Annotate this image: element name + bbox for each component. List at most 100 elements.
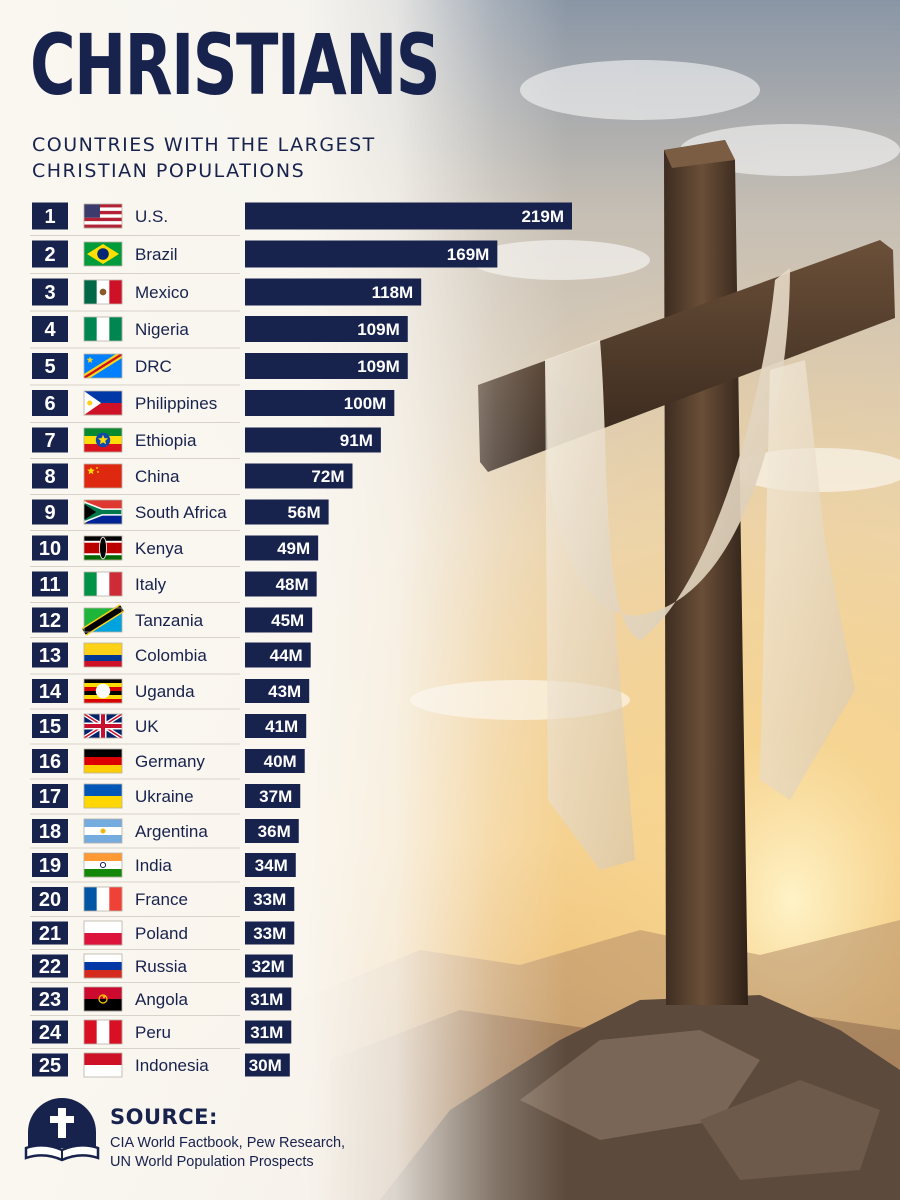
flag-colombia-icon: [83, 642, 123, 668]
bar: [245, 853, 296, 877]
bar: [245, 316, 408, 342]
bar-value-label: 48M: [276, 575, 309, 594]
bar-value-label: 49M: [277, 539, 310, 558]
chart-row: 10 Kenya 49M: [30, 530, 319, 561]
bar: [245, 749, 305, 773]
bar-value-label: 32M: [252, 957, 285, 976]
rank-number: 13: [39, 645, 61, 667]
bar: [245, 1020, 292, 1044]
country-name: India: [135, 856, 172, 875]
country-name: France: [135, 890, 188, 909]
bar-value-label: 91M: [340, 431, 373, 450]
rank-number: 11: [39, 574, 60, 596]
bar-value-label: 169M: [447, 245, 490, 264]
country-name: China: [135, 467, 180, 486]
rank-badge: [32, 607, 68, 633]
bar: [245, 353, 408, 379]
rank-badge: [32, 853, 68, 877]
flag-china-icon: [83, 463, 123, 489]
country-name: Brazil: [135, 245, 178, 264]
rank-badge: [32, 390, 68, 416]
bar: [245, 954, 293, 978]
rank-badge: [32, 463, 68, 489]
flag-angola-icon: [83, 986, 123, 1012]
rank-number: 8: [44, 466, 55, 488]
flag-united-states-icon: [83, 203, 123, 229]
bar-value-label: 30M: [249, 1056, 282, 1075]
country-name: Russia: [135, 957, 188, 976]
country-name: Kenya: [135, 539, 184, 558]
flag-india-icon: [83, 852, 123, 878]
rank-badge: [32, 887, 68, 911]
chart-row: 12 Tanzania 45M: [30, 602, 313, 636]
country-name: Germany: [135, 752, 205, 771]
rank-badge: [32, 679, 68, 703]
bar: [245, 240, 498, 268]
bar-value-label: 43M: [268, 682, 301, 701]
country-name: Philippines: [135, 394, 217, 413]
rank-number: 10: [39, 538, 61, 560]
bar: [245, 463, 353, 489]
bar-value-label: 56M: [288, 503, 321, 522]
chart-row: 20 France 33M: [30, 881, 295, 912]
country-name: U.S.: [135, 207, 168, 226]
chart-row: 15 UK 41M: [30, 708, 307, 740]
bar: [245, 390, 395, 416]
flag-peru-icon: [83, 1019, 123, 1045]
bar-value-label: 37M: [259, 787, 292, 806]
country-name: UK: [135, 717, 159, 736]
rank-badge: [32, 921, 68, 945]
bar-value-label: 100M: [344, 394, 387, 413]
country-name: Colombia: [135, 646, 207, 665]
bar: [245, 819, 299, 843]
rank-badge: [32, 353, 68, 379]
rank-badge: [32, 819, 68, 843]
source-label: SOURCE:: [110, 1105, 218, 1129]
rank-number: 19: [39, 855, 61, 877]
chart-row: 4 Nigeria 109M: [30, 310, 408, 342]
rank-number: 9: [44, 502, 55, 524]
rank-number: 16: [39, 751, 61, 773]
rank-number: 15: [39, 716, 61, 738]
bar: [245, 987, 292, 1011]
chart-row: 14 Uganda 43M: [30, 673, 310, 704]
country-name: Mexico: [135, 283, 189, 302]
country-name: Argentina: [135, 822, 208, 841]
chart-row: 3 Mexico 118M: [30, 273, 422, 306]
chart-row: 2 Brazil 169M: [30, 235, 498, 268]
country-name: Ukraine: [135, 787, 194, 806]
chart-row: 7 Ethiopia 91M: [30, 422, 381, 453]
flag-poland-icon: [83, 920, 123, 946]
chart-row: 13 Colombia 44M: [30, 637, 311, 668]
bar-value-label: 109M: [357, 320, 400, 339]
rank-badge: [32, 1020, 68, 1044]
country-name: Peru: [135, 1023, 171, 1042]
bar: [245, 278, 422, 306]
rank-number: 24: [39, 1022, 62, 1044]
bar: [245, 679, 310, 703]
rank-badge: [32, 202, 68, 230]
rank-badge: [32, 278, 68, 306]
source-text: CIA World Factbook, Pew Research, UN Wor…: [110, 1135, 346, 1170]
rank-number: 25: [39, 1055, 61, 1077]
bible-cross-icon: [24, 1098, 100, 1162]
rank-number: 14: [39, 681, 62, 703]
bar-value-label: 72M: [311, 467, 344, 486]
bar: [245, 784, 301, 808]
flag-russia-icon: [83, 953, 123, 979]
rank-badge: [32, 784, 68, 808]
bar-value-label: 40M: [264, 752, 297, 771]
bar: [245, 571, 317, 597]
rank-number: 3: [44, 282, 55, 304]
chart-row: 19 India 34M: [30, 847, 296, 878]
flag-mexico-icon: [83, 279, 123, 305]
flag-united-kingdom-icon: [82, 712, 124, 740]
rank-number: 23: [39, 989, 61, 1011]
rank-badge: [32, 571, 68, 597]
flag-uganda-icon: [83, 678, 123, 704]
chart-row: 9 South Africa 56M: [30, 494, 329, 525]
rank-number: 1: [44, 206, 55, 228]
